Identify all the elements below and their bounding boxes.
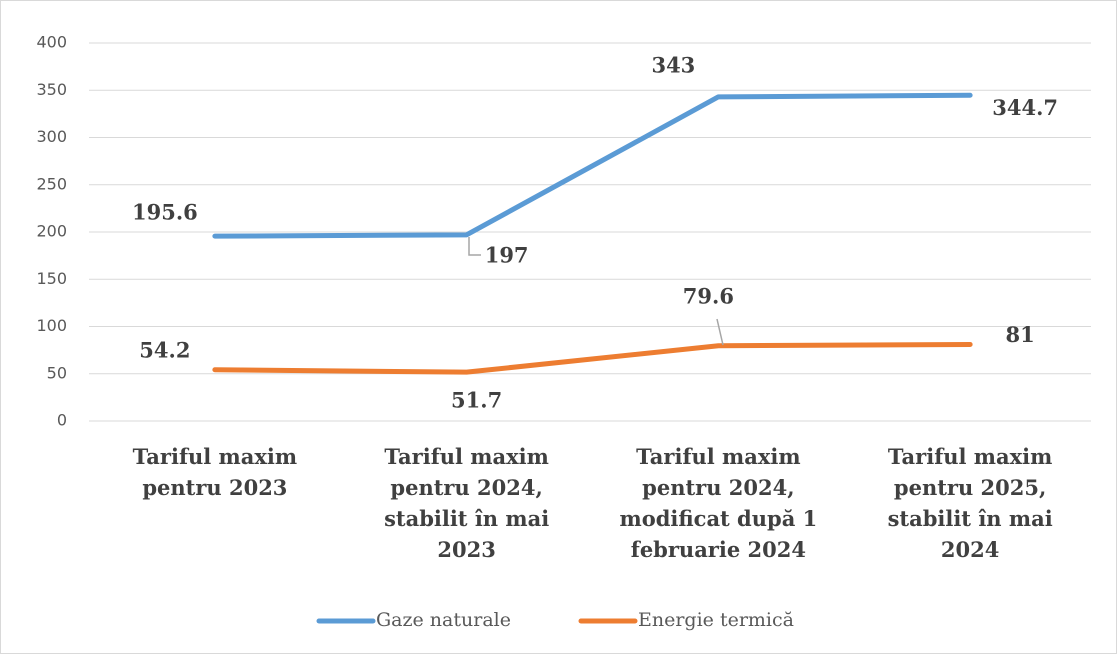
data-label: 344.7 xyxy=(992,95,1058,120)
leader-line xyxy=(716,318,724,346)
data-label: 81 xyxy=(1006,322,1035,347)
y-tick-label: 50 xyxy=(47,363,67,382)
data-label: 197 xyxy=(485,242,529,267)
y-tick-label: 300 xyxy=(36,127,67,146)
x-tick-label: Tariful maxim pentru 2023 xyxy=(132,444,298,500)
y-tick-label: 250 xyxy=(36,174,67,193)
y-tick-label: 400 xyxy=(36,33,67,52)
data-label: 343 xyxy=(651,52,695,77)
legend-label: Gaze naturale xyxy=(376,609,511,631)
x-tick-label: Tariful maxim pentru 2024, modificat dup… xyxy=(619,444,818,562)
legend-label: Energie termică xyxy=(638,609,794,631)
y-tick-label: 350 xyxy=(36,80,67,99)
x-tick-label: Tariful maxim pentru 2024, stabilit în m… xyxy=(384,444,550,562)
y-tick-label: 150 xyxy=(36,269,67,288)
x-tick-label: Tariful maxim pentru 2025, stabilit în m… xyxy=(887,444,1053,562)
data-label: 51.7 xyxy=(451,388,502,413)
data-label: 79.6 xyxy=(683,283,734,308)
y-tick-label: 100 xyxy=(36,316,67,335)
leader-line xyxy=(468,237,481,256)
y-tick-label: 200 xyxy=(36,222,67,241)
line-series xyxy=(212,92,973,239)
y-tick-label: 0 xyxy=(57,411,67,430)
line-series xyxy=(212,341,973,375)
data-label: 54.2 xyxy=(139,337,190,362)
data-label: 195.6 xyxy=(132,200,198,225)
